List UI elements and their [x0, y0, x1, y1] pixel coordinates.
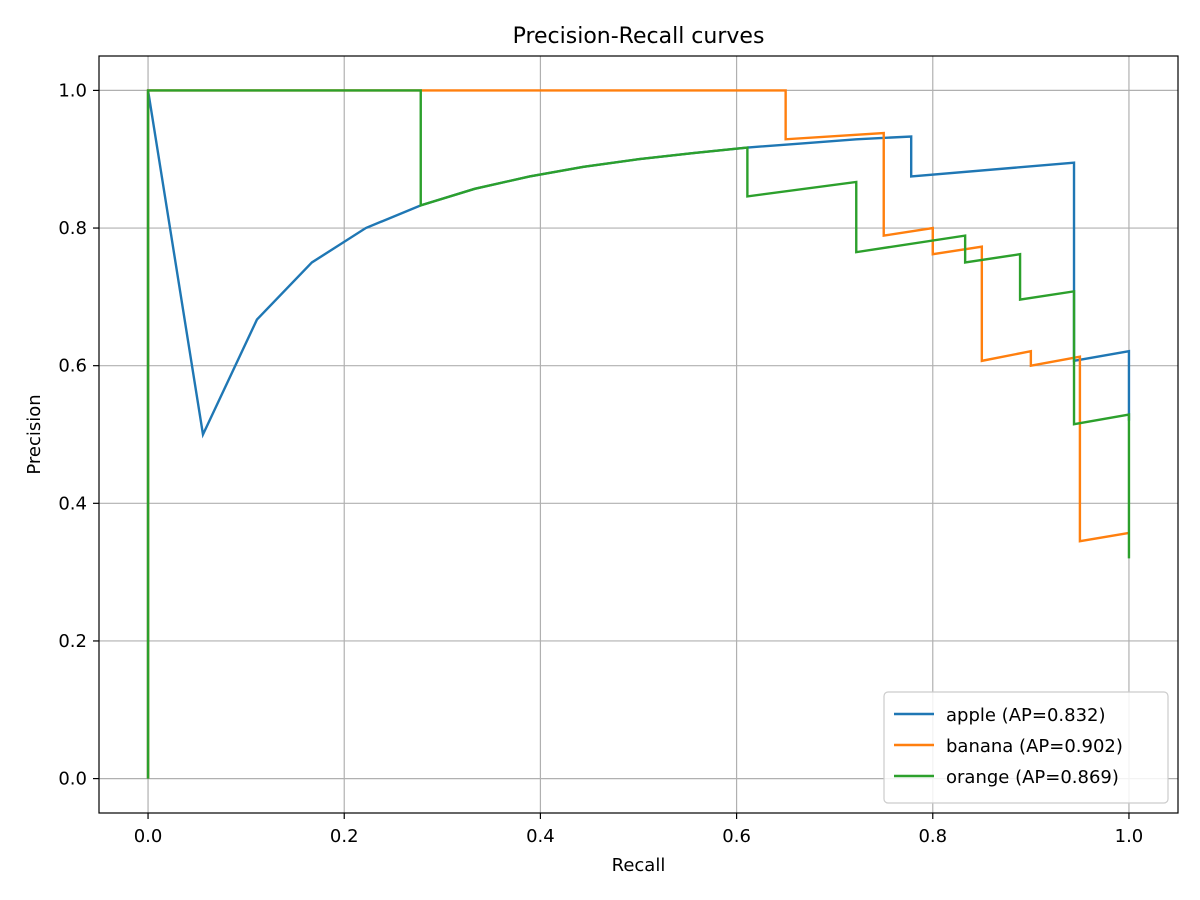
ticks: 0.0 0.2 0.4 0.6 0.8 1.0 0.0 0.2 0.4 0.6 0.8 1.0	[58, 80, 1143, 847]
series-lines	[146, 89, 1131, 779]
y-axis-label: Precision	[24, 394, 45, 474]
y-tick-label: 0.4	[58, 493, 87, 514]
x-tick-label: 0.8	[918, 826, 947, 847]
legend-label-banana: banana (AP=0.902)	[946, 736, 1123, 757]
grid	[99, 56, 1178, 813]
legend-label-apple: apple (AP=0.832)	[946, 705, 1106, 726]
x-tick-label: 0.2	[330, 826, 359, 847]
series-line-banana	[146, 89, 1130, 779]
legend-label-orange: orange (AP=0.869)	[946, 767, 1119, 788]
y-tick-label: 1.0	[58, 80, 87, 101]
y-tick-label: 0.8	[58, 218, 87, 239]
series-line-orange	[146, 89, 1131, 779]
x-tick-label: 0.0	[134, 826, 163, 847]
legend-box	[883, 691, 1169, 804]
x-tick-label: 1.0	[1115, 826, 1144, 847]
x-tick-label: 0.6	[722, 826, 751, 847]
chart-title: Precision-Recall curves	[513, 24, 765, 49]
legend: apple (AP=0.832) banana (AP=0.902) orange …	[883, 691, 1169, 804]
x-axis-label: Recall	[612, 855, 666, 876]
plot-frame	[98, 55, 1179, 814]
y-tick-label: 0.2	[58, 631, 87, 652]
y-tick-label: 0.0	[58, 769, 87, 790]
x-tick-label: 0.4	[526, 826, 555, 847]
y-tick-label: 0.6	[58, 356, 87, 377]
